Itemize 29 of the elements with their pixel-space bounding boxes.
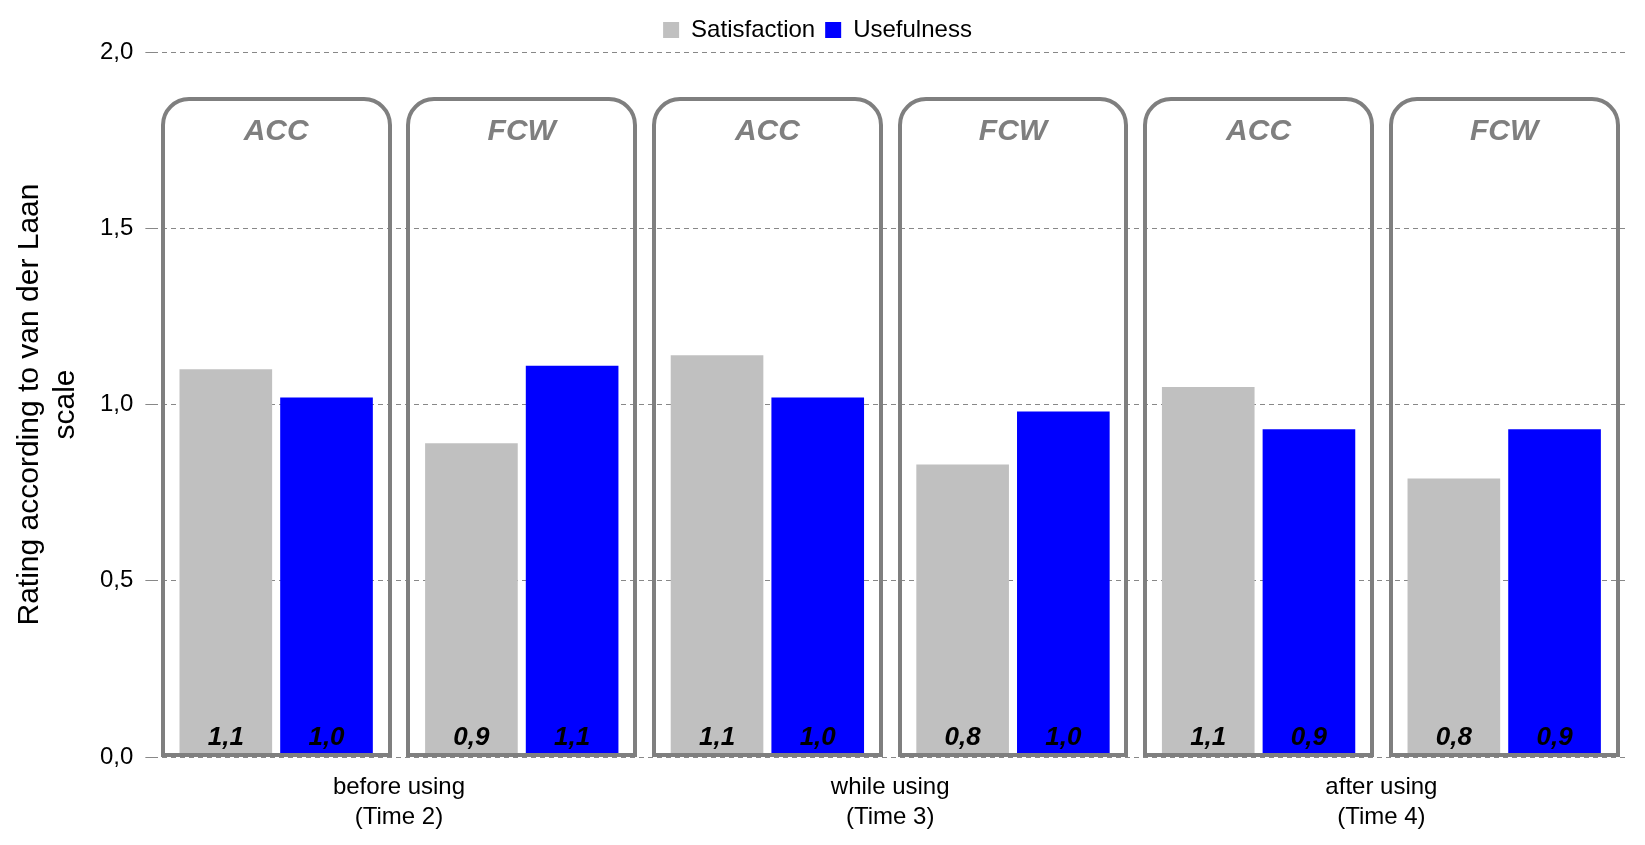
data-label: 1,1 [207, 721, 244, 752]
data-label: 0,8 [944, 721, 982, 752]
data-label: 1,1 [554, 721, 591, 752]
y-tick-label: 0,5 [99, 565, 134, 593]
data-label: 0,9 [1290, 721, 1328, 752]
data-label: 1,1 [698, 721, 736, 752]
data-label: 0,9 [1536, 721, 1574, 752]
text: before using (Time 2) [332, 771, 466, 829]
x-tick-label: FCW [487, 113, 559, 147]
y-tick-label: 0,0 [99, 741, 134, 769]
legend-label: Satisfaction [691, 14, 816, 42]
data-label: 0,9 [453, 721, 491, 752]
x-tick-label: ACC [242, 113, 310, 147]
y-tick-label: 1,0 [99, 389, 134, 417]
legend-label: Usefulness [853, 14, 972, 42]
data-label: 1,0 [308, 721, 346, 752]
y-tick-label: 1,5 [99, 212, 134, 240]
data-label: 0,8 [1435, 721, 1473, 752]
y-tick-label: 2,0 [99, 36, 134, 64]
x-tick-label: ACC [733, 113, 802, 147]
data-label: 1,0 [799, 721, 837, 752]
y-axis-title: Rating according to van der Laan scale [11, 183, 81, 626]
x-tick-label: ACC [1225, 113, 1293, 147]
text: while using (Time 3) [829, 771, 950, 829]
x-tick-label: FCW [978, 113, 1050, 147]
data-label: 1,1 [1190, 721, 1227, 752]
text: after using (Time 4) [1325, 771, 1438, 829]
x-tick-label: FCW [1470, 113, 1542, 147]
data-label: 1,0 [1045, 721, 1082, 752]
